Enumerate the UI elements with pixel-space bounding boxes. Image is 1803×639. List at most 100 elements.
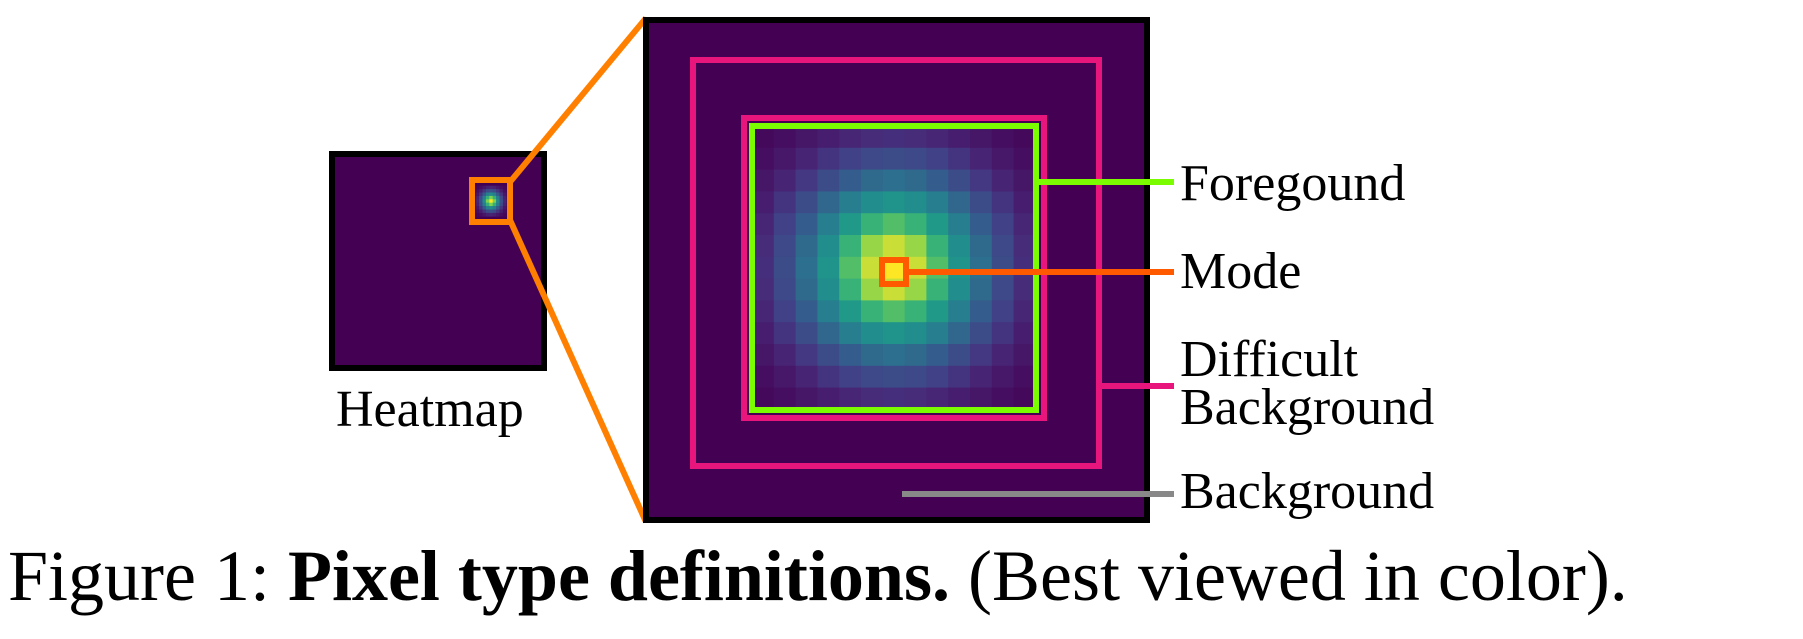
thumbnail-cell bbox=[499, 195, 504, 200]
heatmap-cell bbox=[839, 300, 862, 323]
thumbnail-cell bbox=[496, 195, 500, 200]
caption-title: Pixel type definitions. bbox=[287, 536, 950, 616]
thumbnail-cell bbox=[502, 189, 507, 193]
heatmap-cell bbox=[926, 169, 949, 192]
heatmap-cell bbox=[861, 126, 884, 149]
heatmap-cell bbox=[752, 344, 775, 367]
heatmap-cell bbox=[970, 256, 993, 280]
thumbnail-cell bbox=[499, 189, 504, 193]
heatmap-cell bbox=[1013, 365, 1036, 389]
thumbnail-cell bbox=[499, 199, 504, 203]
heatmap-cell bbox=[752, 256, 775, 280]
thumbnail-cell bbox=[485, 206, 490, 210]
heatmap-cell bbox=[861, 278, 884, 301]
heatmap-cell bbox=[904, 213, 927, 236]
heatmap-cell bbox=[839, 365, 862, 389]
heatmap-cell bbox=[839, 169, 862, 192]
thumbnail-cell bbox=[489, 202, 493, 207]
thumbnail-cell bbox=[475, 202, 480, 207]
thumbnail-cell bbox=[502, 192, 507, 197]
heatmap-cell bbox=[970, 213, 993, 236]
heatmap-cell bbox=[882, 169, 906, 192]
heatmap-cell bbox=[948, 169, 971, 192]
heatmap-cell bbox=[752, 387, 775, 410]
heatmap-cell bbox=[991, 344, 1015, 367]
heatmap-cell bbox=[795, 256, 818, 280]
thumbnail-cell bbox=[482, 209, 487, 214]
thumbnail-cell bbox=[496, 209, 500, 214]
thumbnail-cell bbox=[482, 202, 487, 207]
heatmap-cell bbox=[773, 235, 797, 258]
thumbnail-cell bbox=[482, 195, 487, 200]
thumbnail-cell bbox=[482, 206, 487, 210]
heatmap-cell bbox=[882, 126, 906, 149]
thumbnail-cell bbox=[499, 202, 504, 207]
heatmap-cell bbox=[970, 344, 993, 367]
heatmap-cell bbox=[970, 300, 993, 323]
thumbnail-cell bbox=[496, 199, 500, 203]
heatmap-cell bbox=[817, 344, 840, 367]
heatmap-cell bbox=[752, 169, 775, 192]
heatmap-cell bbox=[839, 213, 862, 236]
thumbnail-cell bbox=[502, 199, 507, 203]
foreground-label: Foregound bbox=[1180, 155, 1406, 212]
heatmap-cell bbox=[839, 126, 862, 149]
heatmap-cell bbox=[926, 365, 949, 389]
thumbnail-cell bbox=[479, 185, 483, 190]
thumbnail-cell bbox=[499, 209, 504, 214]
heatmap-cell bbox=[926, 256, 949, 280]
thumbnail-cell bbox=[499, 185, 504, 190]
thumbnail-cell bbox=[475, 209, 480, 214]
heatmap-cell bbox=[970, 322, 993, 345]
thumbnail-cell bbox=[492, 206, 497, 210]
heatmap-cell bbox=[861, 344, 884, 367]
heatmap-cell bbox=[773, 213, 797, 236]
heatmap-cell bbox=[904, 235, 927, 258]
difficult-background-box bbox=[690, 57, 1102, 469]
heatmap-cell bbox=[926, 387, 949, 410]
heatmap-cell bbox=[904, 387, 927, 410]
thumbnail-cell bbox=[496, 185, 500, 190]
heatmap-cell bbox=[817, 169, 840, 192]
heatmap-cell bbox=[752, 213, 775, 236]
thumbnail-cell bbox=[496, 202, 500, 207]
heatmap-cell bbox=[904, 300, 927, 323]
heatmap-cell bbox=[773, 169, 797, 192]
thumbnail-cell bbox=[499, 212, 504, 217]
heatmap-cell bbox=[991, 126, 1015, 149]
heatmap-cell bbox=[795, 213, 818, 236]
thumbnail-cell bbox=[499, 192, 504, 197]
thumbnail-cell bbox=[479, 202, 483, 207]
heatmap-cell bbox=[948, 191, 971, 214]
heatmap-cell bbox=[861, 213, 884, 236]
heatmap-cell bbox=[882, 300, 906, 323]
heatmap-cell bbox=[926, 278, 949, 301]
thumbnail-cell bbox=[489, 189, 493, 193]
thumbnail-cell bbox=[485, 192, 490, 197]
heatmap-cell bbox=[773, 322, 797, 345]
heatmap-cell bbox=[926, 344, 949, 367]
zoomed-heatmap-grid bbox=[752, 126, 1036, 410]
thumbnail-cell bbox=[492, 192, 497, 197]
thumbnail-cell bbox=[502, 209, 507, 214]
heatmap-cell bbox=[773, 126, 797, 149]
thumbnail-cell bbox=[489, 192, 493, 197]
heatmap-cell bbox=[948, 344, 971, 367]
heatmap-cell bbox=[752, 235, 775, 258]
heatmap-cell bbox=[991, 387, 1015, 410]
thumbnail-cell bbox=[499, 206, 504, 210]
heatmap-cell bbox=[817, 126, 840, 149]
heatmap-cell bbox=[752, 365, 775, 389]
heatmap-cell bbox=[904, 278, 927, 301]
heatmap-cell bbox=[991, 322, 1015, 345]
thumbnail-cell bbox=[492, 202, 497, 207]
heatmap-cell bbox=[970, 235, 993, 258]
heatmap-cell bbox=[839, 322, 862, 345]
heatmap-cell bbox=[948, 387, 971, 410]
thumbnail-cell bbox=[489, 199, 493, 203]
heatmap-cell bbox=[773, 256, 797, 280]
heatmap-cell bbox=[773, 387, 797, 410]
heatmap-cell bbox=[1013, 278, 1036, 301]
foreground-box bbox=[749, 123, 1039, 413]
thumbnail-cell bbox=[492, 212, 497, 217]
